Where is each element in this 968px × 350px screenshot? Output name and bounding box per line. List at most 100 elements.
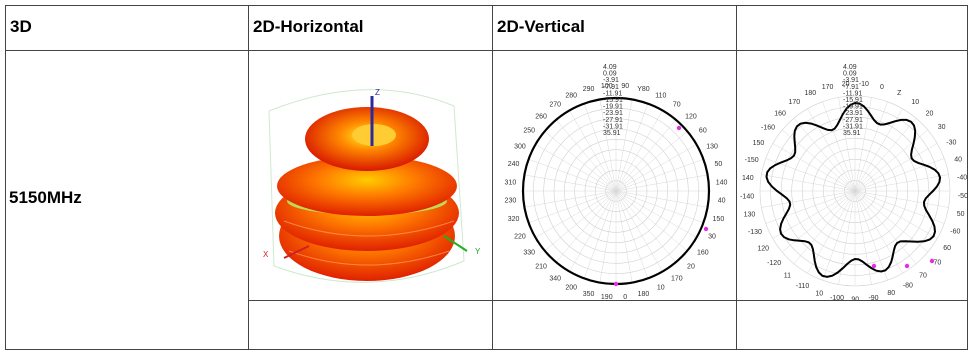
angle-tick-label: 280 xyxy=(565,92,577,99)
grid-spoke xyxy=(854,143,938,192)
angle-tick-label: -70 xyxy=(931,260,941,267)
angle-tick-label: 170 xyxy=(788,99,800,106)
angle-tick-label: Z xyxy=(897,90,902,97)
grid-spoke xyxy=(854,129,928,192)
angle-tick-label: 0 xyxy=(623,294,627,300)
x-axis xyxy=(283,245,310,259)
db-tick-label: -31.91 xyxy=(603,123,623,130)
angle-tick-label: 120 xyxy=(685,114,697,121)
grid-spoke xyxy=(782,190,856,253)
grid-spoke xyxy=(569,190,617,272)
row-label-5150mhz: 5150MHz xyxy=(9,188,82,207)
angle-tick-label: 90 xyxy=(621,83,629,90)
row-label-cell xyxy=(5,50,249,350)
angle-tick-label: -120 xyxy=(767,260,781,267)
angle-tick-label: -160 xyxy=(761,124,775,131)
grid-spoke xyxy=(615,174,708,192)
grid-spoke xyxy=(583,103,617,192)
marker-dot xyxy=(929,258,935,264)
db-tick-label: 0.09 xyxy=(843,71,857,78)
grid-spoke xyxy=(838,97,856,192)
header-2d-vertical-label: 2D-Vertical xyxy=(497,17,585,36)
angle-tick-label: 330 xyxy=(523,249,535,256)
x-axis-label: X xyxy=(263,250,269,259)
angle-tick-label: 220 xyxy=(514,233,526,240)
angle-tick-label: 260 xyxy=(535,114,547,121)
cell-2d-vertical-plot: 4.09 0.09 -3.91 -7.91 -11.91 -15.91 -19.91 -23.… xyxy=(492,50,737,301)
angle-tick-label: 110 xyxy=(655,92,666,99)
grid-spoke xyxy=(528,190,617,224)
polar-plot-vertical: 4.090.09-3.91-7.91-11.91-15.91-19.91-23.… xyxy=(505,64,728,301)
grid-spoke xyxy=(615,131,688,192)
grid-spoke xyxy=(583,190,617,279)
grid-spoke xyxy=(822,190,856,281)
grid-spoke xyxy=(615,110,663,192)
angle-tick-label: 230 xyxy=(505,198,517,205)
db-tick-label: -23.91 xyxy=(603,110,623,117)
angle-tick-label: 30 xyxy=(938,124,946,131)
angle-tick-label: 60 xyxy=(943,245,951,252)
angle-tick-label: 290 xyxy=(583,86,595,93)
marker-dot xyxy=(703,226,709,232)
angle-tick-label: 100 xyxy=(601,83,613,90)
angle-tick-label: 160 xyxy=(774,111,786,118)
grid-spoke xyxy=(615,99,633,192)
db-tick-label: 4.09 xyxy=(843,64,857,71)
grid-spoke xyxy=(761,190,856,208)
angle-tick-label: 130 xyxy=(706,144,718,151)
grid-spoke xyxy=(854,101,888,192)
grid-spoke xyxy=(535,144,617,192)
angle-tick-label: 50 xyxy=(714,161,722,168)
grid-spoke xyxy=(524,174,617,192)
angle-tick-label: 50 xyxy=(957,211,965,218)
angle-tick-label: 70 xyxy=(919,272,927,279)
db-tick-label: -23.91 xyxy=(843,110,863,117)
db-tick-label: 35.91 xyxy=(843,130,861,137)
db-tick-label: -11.91 xyxy=(843,90,862,97)
grid-spoke xyxy=(615,190,649,279)
angle-tick-label: 0 xyxy=(880,84,884,91)
angle-tick-label: 40 xyxy=(954,157,962,164)
grid-spoke xyxy=(854,118,917,192)
grid-spoke xyxy=(556,190,617,263)
header-2d-horizontal-label: 2D-Horizontal xyxy=(253,17,364,36)
marker-dot xyxy=(904,263,910,269)
angle-tick-label: -150 xyxy=(745,157,759,164)
angle-tick-label: 10 xyxy=(815,290,823,297)
header-2d-horizontal: 2D-Horizontal xyxy=(248,5,493,51)
y-axis xyxy=(443,235,468,252)
grid-spoke xyxy=(615,190,697,238)
grid-spoke xyxy=(793,118,856,192)
grid-spoke xyxy=(615,190,708,208)
angle-tick-label: 310 xyxy=(505,179,517,186)
db-tick-label: -15.91 xyxy=(603,97,623,104)
angle-tick-label: 30 xyxy=(708,233,716,240)
db-tick-label: -19.91 xyxy=(843,104,863,111)
cell-3d-pattern: Z X Y xyxy=(248,50,493,301)
grid-spoke xyxy=(854,190,938,239)
grid-spoke xyxy=(761,174,856,192)
angle-tick-label: -100 xyxy=(830,295,844,300)
angle-tick-label: 170 xyxy=(671,275,683,282)
angle-tick-label: 240 xyxy=(508,161,520,168)
db-tick-label: -3.91 xyxy=(603,77,619,84)
db-tick-label: -3.91 xyxy=(843,77,859,84)
angle-tick-label: -80 xyxy=(903,283,913,290)
grid-spoke xyxy=(772,190,856,239)
angle-tick-label: 180 xyxy=(804,90,816,97)
grid-spoke xyxy=(524,190,617,208)
angle-tick-label: -110 xyxy=(796,283,810,290)
grid-spoke xyxy=(793,190,856,264)
angle-tick-label: -130 xyxy=(748,229,762,236)
angle-tick-label: 180 xyxy=(638,291,650,298)
angle-tick-label: 320 xyxy=(508,216,520,223)
antenna-pattern-table: 3D 2D-Horizontal 2D-Vertical 5150MHz xyxy=(5,5,968,350)
angle-tick-label: Y80 xyxy=(637,86,650,93)
header-empty xyxy=(736,5,968,51)
grid-spoke xyxy=(854,158,945,192)
db-tick-label: -7.91 xyxy=(843,84,859,91)
angle-tick-label: 20 xyxy=(687,263,695,270)
angle-tick-label: 70 xyxy=(673,102,681,109)
polar-plot-fourth: 4.090.09-3.91-7.91-11.91-15.91-19.91-23.… xyxy=(740,64,968,303)
angle-tick-label: 150 xyxy=(713,216,725,223)
